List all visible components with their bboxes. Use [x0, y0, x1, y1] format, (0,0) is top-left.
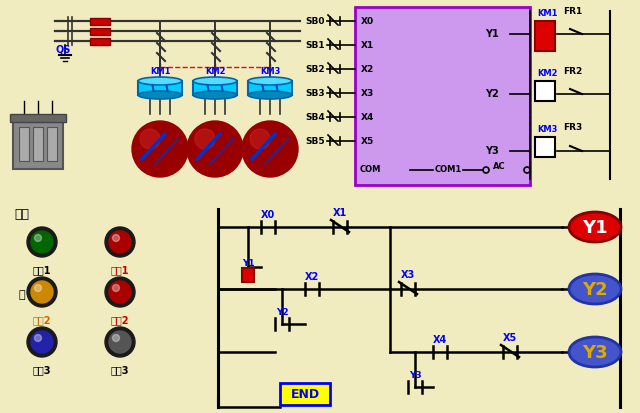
Circle shape [187, 122, 243, 178]
Text: X1: X1 [361, 41, 374, 50]
Circle shape [27, 327, 57, 357]
Text: KM2: KM2 [205, 67, 225, 76]
Bar [33, 128, 43, 161]
Text: 启动1: 启动1 [33, 264, 51, 274]
Text: FR2: FR2 [563, 67, 582, 76]
Text: FR1: FR1 [563, 7, 582, 16]
Text: X0: X0 [361, 17, 374, 26]
Text: 电源: 电源 [14, 207, 29, 221]
Circle shape [105, 277, 135, 307]
Text: X4: X4 [433, 334, 447, 344]
Text: KM2: KM2 [537, 69, 557, 78]
Circle shape [132, 122, 188, 178]
Circle shape [105, 327, 135, 357]
Text: Y3: Y3 [409, 370, 421, 379]
Circle shape [250, 130, 270, 150]
Text: 停止3: 停止3 [111, 364, 129, 374]
Ellipse shape [248, 92, 292, 100]
Bar [355, 8, 530, 185]
Bar [193, 82, 237, 96]
Circle shape [140, 130, 160, 150]
Text: Y3: Y3 [582, 343, 608, 361]
Circle shape [31, 331, 53, 353]
Circle shape [27, 277, 57, 307]
Bar [280, 383, 330, 405]
Bar [248, 82, 292, 96]
Text: X4: X4 [361, 113, 374, 122]
Text: Y2: Y2 [582, 280, 608, 298]
Circle shape [113, 235, 120, 242]
Text: COM: COM [360, 165, 381, 173]
Ellipse shape [193, 92, 237, 100]
Text: QS: QS [55, 45, 70, 55]
Text: Y2: Y2 [485, 89, 499, 99]
Text: Y1: Y1 [485, 29, 499, 39]
Bar [242, 268, 254, 282]
Bar [47, 128, 57, 161]
Circle shape [35, 285, 42, 292]
Circle shape [35, 335, 42, 342]
Bar [138, 82, 182, 96]
Circle shape [113, 335, 120, 342]
Text: X3: X3 [401, 269, 415, 279]
Text: Y1: Y1 [242, 259, 254, 267]
Text: X0: X0 [261, 209, 275, 219]
Text: KM3: KM3 [260, 67, 280, 76]
Text: 🔥: 🔥 [19, 289, 26, 299]
Text: SB2: SB2 [305, 65, 325, 74]
Circle shape [27, 228, 57, 257]
Text: 停止2: 停止2 [111, 314, 129, 324]
Bar [90, 19, 110, 26]
Text: 启动3: 启动3 [33, 364, 51, 374]
Text: X5: X5 [503, 332, 517, 342]
Circle shape [105, 228, 135, 257]
Circle shape [109, 331, 131, 353]
Text: END: END [291, 387, 319, 401]
Text: 停止1: 停止1 [111, 264, 129, 274]
Text: COM1: COM1 [435, 165, 462, 173]
Circle shape [242, 122, 298, 178]
Text: SB4: SB4 [305, 113, 325, 122]
Text: X3: X3 [361, 89, 374, 98]
Text: X1: X1 [333, 207, 347, 218]
Bar [13, 120, 63, 170]
Text: KM1: KM1 [537, 9, 557, 18]
Text: Y1: Y1 [582, 218, 608, 236]
Bar [90, 38, 110, 45]
Text: SB3: SB3 [305, 89, 325, 98]
Circle shape [195, 130, 215, 150]
Bar [10, 115, 66, 123]
Text: SB0: SB0 [305, 17, 325, 26]
Ellipse shape [193, 78, 237, 86]
Bar [535, 82, 555, 102]
Bar [535, 22, 555, 52]
Text: X2: X2 [305, 271, 319, 281]
Text: Y3: Y3 [485, 146, 499, 156]
Ellipse shape [569, 274, 621, 304]
Text: SB5: SB5 [305, 137, 325, 146]
Text: Y2: Y2 [276, 307, 288, 316]
Bar [19, 128, 29, 161]
Ellipse shape [138, 92, 182, 100]
Circle shape [35, 235, 42, 242]
Circle shape [31, 281, 53, 303]
Ellipse shape [569, 337, 621, 367]
Ellipse shape [248, 78, 292, 86]
Text: SB1: SB1 [305, 41, 325, 50]
Text: KM1: KM1 [150, 67, 170, 76]
Bar [90, 28, 110, 36]
Text: 启动2: 启动2 [33, 314, 51, 324]
Circle shape [113, 285, 120, 292]
Bar [535, 138, 555, 158]
Circle shape [31, 231, 53, 254]
Circle shape [109, 281, 131, 303]
Text: X5: X5 [361, 137, 374, 146]
Text: AC: AC [493, 161, 506, 171]
Text: X2: X2 [361, 65, 374, 74]
Ellipse shape [138, 78, 182, 86]
Circle shape [109, 231, 131, 254]
Text: KM3: KM3 [537, 125, 557, 134]
Text: FR3: FR3 [563, 123, 582, 132]
Ellipse shape [569, 212, 621, 242]
